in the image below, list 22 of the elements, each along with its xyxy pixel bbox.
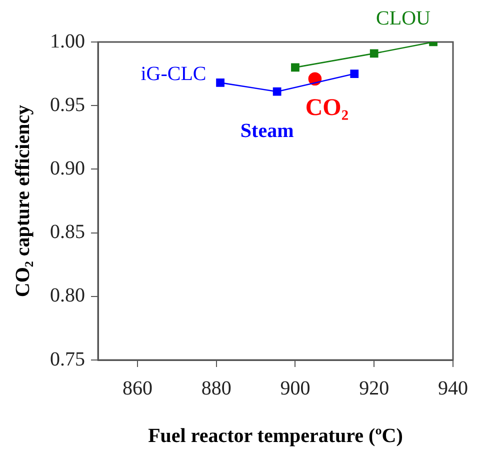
annotation: iG-CLC [140,62,206,85]
x-tick-label: 880 [201,377,232,400]
y-tick-label: 1.00 [50,30,85,52]
x-tick-label: 920 [359,377,390,400]
x-axis-title: Fuel reactor temperature (ºC) [148,425,403,448]
x-tick-label: 900 [280,377,310,400]
point [370,49,378,58]
y-tick-label: 0.85 [50,221,85,244]
y-axis-title: CO₂ capture efficiency [12,104,34,298]
series-label: Steam [240,120,294,142]
y-tick-label: 0.80 [50,284,85,307]
x-tick-label: 860 [122,377,152,400]
series-label: CO₂ [305,95,349,122]
y-tick-label: 0.95 [50,94,85,116]
series-label: CLOU [376,7,432,30]
y-tick-label: 0.75 [50,348,85,370]
point [216,78,224,87]
point [350,70,359,78]
point [291,63,300,72]
y-tick-label: 0.90 [50,157,85,180]
point [272,87,282,96]
x-tick-label: 940 [438,377,468,400]
